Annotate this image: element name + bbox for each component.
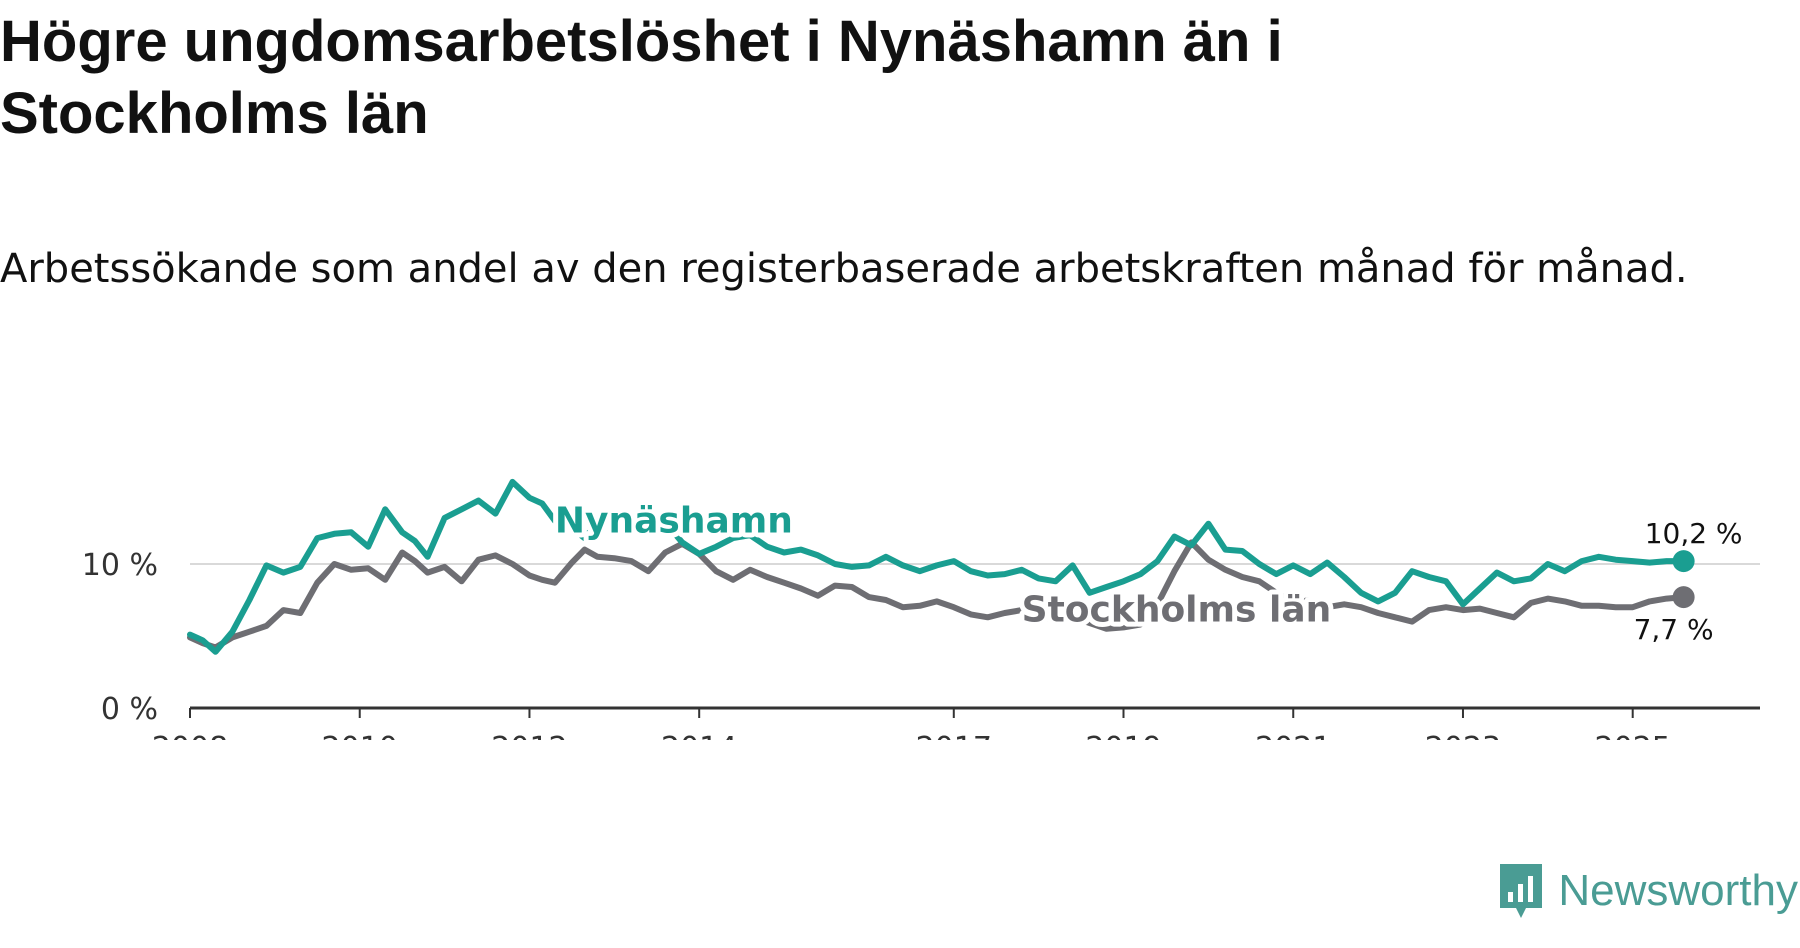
x-tick-label: 2008	[152, 731, 228, 740]
bar-chart-speech-icon	[1500, 864, 1543, 918]
x-tick-label: 2023	[1425, 731, 1501, 740]
axis-layer: 0 % 10 % 2008 2010 2012 2014 2017 2019 2021 2023 2…	[82, 548, 1760, 740]
end-value-stockholms-lan: 7,7 %	[1634, 613, 1714, 646]
x-tick-label: 2017	[916, 731, 992, 740]
newsworthy-logo: Newsworthy	[1496, 862, 1798, 920]
end-value-nynashamn: 10,2 %	[1645, 517, 1743, 550]
series-label-nynashamn-halo: Nynäshamn	[555, 500, 793, 541]
end-point-stockholms-lan	[1672, 586, 1695, 609]
x-tick-label: 2012	[491, 731, 567, 740]
logo-text: Newsworthy	[1558, 866, 1798, 915]
series-label-nynashamn: Nynäshamn	[555, 500, 793, 541]
x-tick-label: 2010	[322, 731, 398, 740]
x-tick-label: 2014	[661, 731, 737, 740]
chart-subtitle: Arbetssökande som andel av den registerb…	[0, 246, 1688, 292]
x-tick-label: 2019	[1085, 731, 1161, 740]
series-layer	[187, 478, 1695, 655]
line-chart: 0 % 10 % 2008 2010 2012 2014 2017 2019 2021 2023 2…	[82, 478, 1760, 740]
chart-title: Högre ungdomsarbetslöshet i Nynäshamn än…	[0, 9, 1283, 146]
series-label-stockholms-lan-halo: Stockholms län	[1022, 590, 1332, 631]
y-tick-label: 0 %	[101, 692, 158, 727]
x-tick-label: 2021	[1255, 731, 1331, 740]
y-tick-label: 10 %	[82, 548, 158, 583]
end-point-nynashamn	[1672, 550, 1695, 573]
series-line-nynashamn	[187, 478, 1687, 655]
series-label-stockholms-lan: Stockholms län	[1022, 590, 1332, 631]
series-line-stockholms-lan	[187, 539, 1687, 651]
x-tick-label: 2025	[1595, 731, 1671, 740]
